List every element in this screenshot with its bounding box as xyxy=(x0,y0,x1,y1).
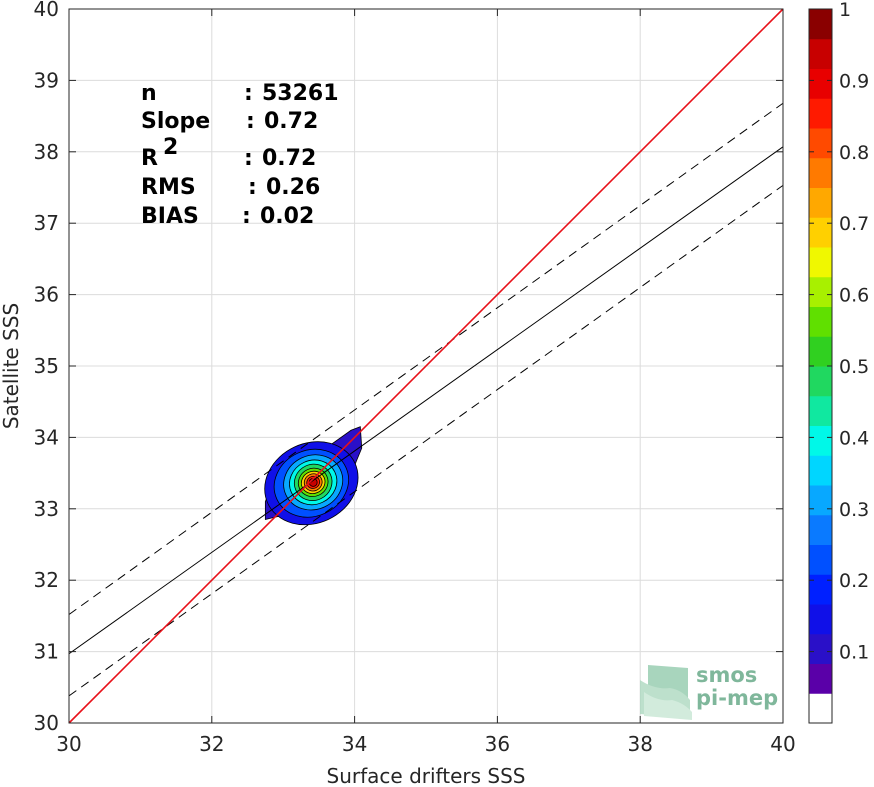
y-tick-label: 32 xyxy=(34,568,59,592)
stat-value: 0.72 xyxy=(264,109,318,134)
colorbar-tick-label: 1 xyxy=(839,0,851,21)
x-axis-ticks: 30 32 34 36 38 40 xyxy=(56,9,796,756)
y-tick-label: 33 xyxy=(34,497,59,521)
colorbar-segment xyxy=(809,693,832,724)
colorbar-segment xyxy=(809,98,832,129)
x-tick-label: 32 xyxy=(199,732,224,756)
colorbar-segment xyxy=(809,395,832,426)
colorbar-tick-label: 0.6 xyxy=(839,285,869,307)
y-tick-label: 34 xyxy=(34,425,59,449)
stat-separator: : xyxy=(242,204,251,229)
y-tick-label: 37 xyxy=(34,211,59,235)
y-tick-label: 31 xyxy=(34,640,59,664)
x-tick-label: 34 xyxy=(342,732,367,756)
stat-value: 0.26 xyxy=(266,175,320,200)
x-tick-label: 38 xyxy=(627,732,652,756)
colorbar-tick-label: 0.7 xyxy=(839,213,869,235)
colorbar-segment xyxy=(809,336,832,367)
stat-key-superscript: 2 xyxy=(163,135,178,160)
colorbar-segment xyxy=(809,485,832,516)
colorbar-tick-label: 0.5 xyxy=(839,356,869,378)
identity-line xyxy=(68,8,784,724)
stat-key: R xyxy=(141,146,158,171)
colorbar-segment xyxy=(809,633,832,664)
colorbar-segment xyxy=(809,68,832,99)
stat-key: n xyxy=(141,81,157,106)
stat-value: 53261 xyxy=(262,81,339,106)
y-tick-label: 36 xyxy=(34,283,59,307)
x-tick-label: 36 xyxy=(485,732,510,756)
logo-waves-icon xyxy=(640,665,692,720)
colorbar-segment xyxy=(809,663,832,694)
stat-value: 0.72 xyxy=(262,146,316,171)
stat-key: Slope xyxy=(141,109,210,134)
colorbar-segment xyxy=(809,514,832,545)
colorbar-tick-label: 0.8 xyxy=(839,142,869,164)
y-axis-ticks: 30 31 32 33 34 35 36 37 38 39 40 xyxy=(34,0,783,735)
y-tick-label: 30 xyxy=(34,711,59,735)
colorbar-segment xyxy=(809,276,832,307)
y-tick-label: 39 xyxy=(34,68,59,92)
y-tick-label: 40 xyxy=(34,0,59,21)
colorbar-tick-label: 0.2 xyxy=(839,570,869,592)
colorbar-segment xyxy=(809,187,832,218)
logo-text-smos: smos xyxy=(696,663,757,687)
fit-upper-bound-line xyxy=(68,102,784,615)
x-tick-label: 30 xyxy=(56,732,81,756)
colorbar-segment xyxy=(809,38,832,69)
colorbar: 0.1 0.2 0.3 0.4 0.5 0.6 0.7 0.8 0.9 1 xyxy=(808,0,869,724)
colorbar-segment xyxy=(809,366,832,397)
stat-separator: : xyxy=(248,175,257,200)
colorbar-tick-label: 0.3 xyxy=(839,499,869,521)
x-tick-label: 40 xyxy=(770,732,795,756)
logo-text-pi-mep: pi-mep xyxy=(696,686,778,710)
fit-lower-bound-line xyxy=(68,184,784,697)
colorbar-segment xyxy=(809,157,832,188)
fit-line xyxy=(68,146,784,655)
y-axis-label: Satellite SSS xyxy=(0,303,23,429)
colorbar-segment xyxy=(809,425,832,456)
stat-separator: : xyxy=(246,109,255,134)
statistics-box: n: 53261 Slope: 0.72 R 2: 0.72 RMS: 0.26 BIAS… xyxy=(141,81,339,229)
density-contours xyxy=(264,426,363,526)
x-axis-label: Surface drifters SSS xyxy=(327,764,526,787)
y-tick-label: 35 xyxy=(34,354,59,378)
colorbar-tick-label: 0.9 xyxy=(839,70,869,92)
colorbar-segment xyxy=(809,544,832,575)
smos-pi-mep-logo: smos pi-mep xyxy=(640,663,778,720)
regression-lines xyxy=(68,8,784,724)
colorbar-segment xyxy=(809,217,832,248)
stat-separator: : xyxy=(244,146,253,171)
colorbar-segment xyxy=(809,9,832,40)
colorbar-segment xyxy=(809,574,832,605)
colorbar-segment xyxy=(809,306,832,337)
colorbar-segment xyxy=(809,455,832,486)
colorbar-segment xyxy=(809,604,832,635)
colorbar-segment xyxy=(809,247,832,278)
y-tick-label: 38 xyxy=(34,140,59,164)
stat-separator: : xyxy=(244,81,253,106)
colorbar-segment xyxy=(809,128,832,159)
stat-key: RMS xyxy=(141,175,196,200)
colorbar-tick-label: 0.1 xyxy=(839,642,869,664)
stat-value: 0.02 xyxy=(260,204,314,229)
colorbar-tick-label: 0.4 xyxy=(839,427,869,449)
stat-key: BIAS xyxy=(141,204,199,229)
